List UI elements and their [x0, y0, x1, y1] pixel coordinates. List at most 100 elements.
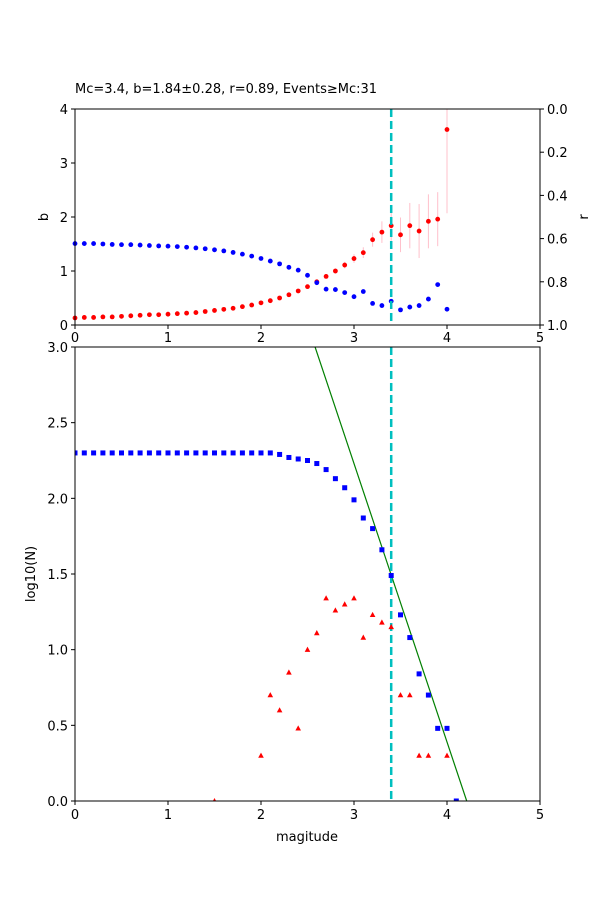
cumulative-point	[295, 456, 301, 462]
cumulative-point	[221, 450, 227, 456]
b-value-point	[360, 250, 366, 256]
y-tick-label: 2.0	[47, 492, 68, 507]
r-value-point	[81, 241, 87, 246]
incremental-point	[379, 619, 385, 625]
cumulative-point	[453, 798, 459, 801]
b-value-point	[230, 305, 236, 311]
r-value-point	[230, 250, 236, 255]
b-value-point	[323, 274, 329, 279]
cumulative-point	[230, 450, 236, 456]
b-value-point	[286, 292, 292, 298]
bottom-plot-area	[75, 347, 468, 801]
x-tick-label: 5	[536, 331, 544, 346]
r-value-point	[435, 282, 441, 288]
cumulative-point	[91, 450, 97, 456]
b-value-point	[379, 229, 385, 235]
r-value-point	[286, 264, 292, 270]
r-value-point	[137, 242, 143, 248]
b-value-panel: Mc=3.4, b=1.84±0.28, r=0.89, Events≥Mc:3…	[37, 82, 592, 346]
b-value-point	[416, 228, 422, 234]
incremental-point	[295, 725, 301, 731]
b-value-point	[351, 256, 357, 261]
incremental-point	[286, 669, 292, 675]
incremental-point	[258, 752, 264, 758]
x-tick-label: 4	[443, 331, 451, 346]
b-value-point	[156, 312, 162, 318]
bottom-plot-frame	[74, 346, 541, 802]
incremental-point	[323, 595, 329, 601]
r-value-point	[351, 294, 357, 300]
b-value-point	[109, 314, 115, 320]
incremental-point	[351, 595, 357, 601]
r-value-point	[212, 247, 217, 253]
cumulative-point	[444, 725, 450, 731]
b-value-point	[184, 310, 190, 316]
x-tick-label: 3	[350, 331, 358, 346]
b-value-point	[342, 262, 348, 268]
cumulative-point	[286, 454, 292, 460]
cumulative-point	[119, 450, 124, 456]
r-value-point	[109, 242, 115, 247]
incremental-point	[267, 692, 274, 698]
r-value-point	[184, 244, 190, 250]
incremental-point	[416, 752, 422, 758]
b-value-point	[370, 237, 375, 243]
r-value-point	[323, 286, 329, 292]
r-value-point	[416, 303, 422, 308]
r-value-point	[407, 304, 413, 310]
incremental-point	[369, 611, 376, 618]
r-value-point	[128, 242, 134, 248]
incremental-point	[360, 634, 367, 640]
b-value-point	[407, 223, 413, 229]
r-value-point	[370, 301, 375, 306]
r-value-point	[165, 243, 171, 249]
incremental-point	[425, 752, 432, 758]
cumulative-point	[314, 461, 320, 467]
b-value-point	[249, 302, 255, 308]
cumulative-point	[156, 450, 162, 456]
y-tick-label: 2.5	[47, 417, 68, 432]
cumulative-point	[146, 450, 152, 456]
cumulative-point	[277, 451, 283, 457]
y-tick-label: 0.5	[47, 719, 68, 734]
chart-title: Mc=3.4, b=1.84±0.28, r=0.89, Events≥Mc:3…	[75, 82, 377, 97]
b-value-point	[91, 315, 96, 320]
b-tick-label: 0	[60, 319, 68, 334]
x-tick-label: 2	[257, 808, 265, 823]
incremental-point	[388, 623, 394, 630]
r-value-point	[221, 248, 227, 254]
r-axis-label: r	[577, 214, 592, 220]
b-value-point	[212, 308, 217, 313]
r-value-point	[333, 287, 338, 292]
b-value-point	[277, 295, 282, 301]
r-value-point	[91, 241, 96, 246]
b-value-point	[435, 216, 441, 222]
r-value-point	[444, 306, 450, 312]
b-tick-label: 3	[60, 157, 68, 172]
incremental-point	[444, 752, 450, 758]
b-value-point	[174, 311, 180, 317]
r-value-point	[277, 261, 282, 267]
b-value-point	[258, 300, 264, 306]
b-value-point	[305, 284, 310, 290]
r-value-point	[240, 251, 245, 257]
cumulative-point	[267, 450, 273, 456]
b-value-point	[137, 312, 143, 318]
b-tick-label: 1	[60, 265, 68, 280]
r-value-point	[379, 303, 385, 308]
cumulative-point	[75, 450, 78, 456]
y-tick-label: 1.0	[47, 644, 68, 659]
x-tick-label: 2	[257, 331, 265, 346]
cumulative-point	[249, 450, 255, 456]
b-value-point	[444, 127, 450, 132]
cumulative-point	[128, 450, 134, 456]
cumulative-point	[332, 476, 338, 482]
r-value-point	[193, 245, 199, 251]
r-value-point	[305, 272, 310, 278]
top-plot-frame	[74, 108, 541, 326]
cumulative-point	[165, 450, 171, 456]
y-tick-label: 1.5	[47, 568, 68, 583]
cumulative-point	[202, 450, 208, 456]
frequency-magnitude-panel: 0 1 2 3 4 5 0.0 0.5 1.0 1.5 2.0 2.5 3.0 magitude log…	[24, 341, 544, 845]
cumulative-point	[109, 450, 115, 456]
